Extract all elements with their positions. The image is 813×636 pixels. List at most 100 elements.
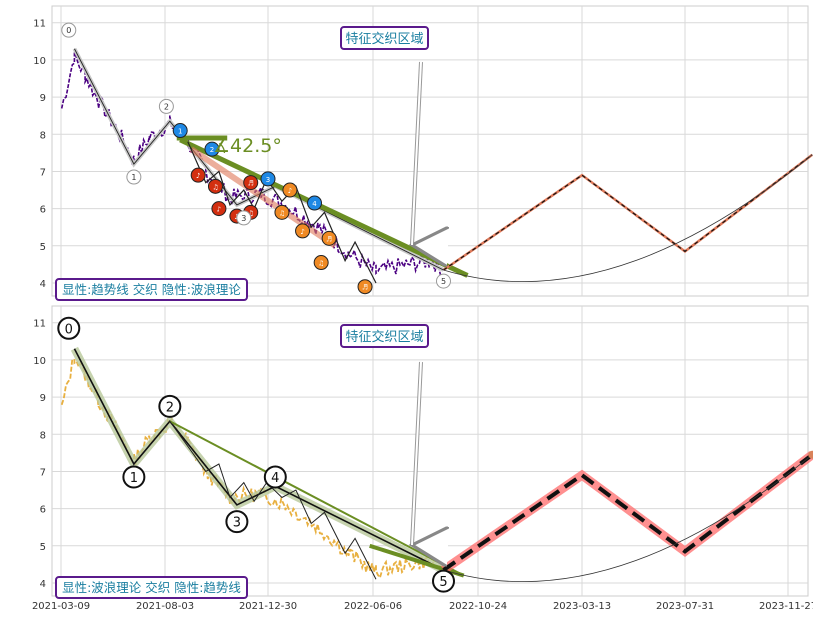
wave-badge-text: 2: [210, 146, 214, 154]
bottom-series: 0 1 2 3 4 5: [57, 316, 813, 593]
bottom-feature-box: 特征交织区域: [340, 324, 429, 348]
y-tick-label: 11: [33, 319, 46, 330]
angle-label: ∡42.5°: [213, 135, 282, 157]
wave-number-marker: [122, 465, 146, 489]
x-axis-tick-labels: 2021-03-09 2021-08-03 2021-12-30 2022-06-06…: [32, 601, 813, 612]
wave-badge-text: ♫: [318, 260, 324, 268]
wave-badge-text: 1: [178, 128, 182, 136]
wave-badge-icon: [211, 201, 227, 217]
wave-badge-text: ♬: [326, 235, 332, 243]
bottom-legend-box: 显性:波浪理论 交织 隐性:趋势线: [55, 576, 248, 599]
y-tick-label: 9: [40, 93, 46, 104]
wave-badge-icon: [307, 195, 323, 211]
wave-number-label: 1: [130, 471, 138, 486]
sub-wave-line: [187, 141, 377, 284]
sub-wave-line: [169, 420, 377, 580]
wave-number-label: 3: [233, 516, 241, 531]
end-marker: [808, 450, 813, 459]
wave-badge-icon: [243, 175, 259, 191]
wave-number-label: 5: [441, 277, 446, 286]
x-tick-label: 2023-11-27: [759, 601, 813, 612]
x-tick-label: 2023-03-13: [553, 601, 611, 612]
x-tick-label: 2022-10-24: [449, 601, 507, 612]
x-tick-label: 2021-03-09: [32, 601, 90, 612]
top-legend-text: 显性:趋势线 交织 隐性:波浪理论: [62, 282, 241, 297]
wave-number-marker: [57, 316, 81, 340]
wave-line: [73, 348, 444, 571]
top-feature-box-text: 特征交织区域: [345, 31, 423, 47]
wave-badge-text: ♬: [362, 284, 368, 292]
wave-badge-icon: [207, 178, 223, 194]
wave-badge-icon: [260, 171, 276, 187]
y-tick-label: 10: [33, 356, 46, 367]
wave-badge-icon: [190, 167, 206, 183]
wave-badge-icon: [282, 182, 298, 198]
wave-number-label: 2: [164, 102, 169, 111]
projection-dash: [443, 154, 813, 271]
x-tick-label: 2022-06-06: [344, 601, 402, 612]
wave-badge-icon: [274, 204, 290, 220]
wave-badge-icon: [357, 279, 373, 295]
y-tick-label: 6: [40, 505, 46, 516]
bottom-y-tick-labels: 4 5 6 7 8 9 10 11: [33, 319, 46, 590]
wave-number-label: 0: [66, 26, 71, 35]
wave-badge-text: ♫: [248, 209, 254, 217]
y-tick-label: 8: [40, 430, 46, 441]
y-tick-label: 5: [40, 242, 46, 253]
arc-line: [443, 454, 813, 583]
x-tick-label: 2021-12-30: [239, 601, 297, 612]
arc-line: [443, 154, 813, 283]
wave-number-marker: [158, 394, 182, 418]
y-tick-label: 7: [40, 167, 46, 178]
wave-number-label: 3: [241, 214, 246, 223]
wave-badge-text: ♪: [196, 172, 200, 180]
wave-number-marker: [236, 210, 252, 226]
wave-number-marker: [436, 273, 451, 289]
y-tick-label: 4: [40, 579, 46, 590]
wave-badge-text: ♫: [279, 209, 285, 217]
wave-number-label: 2: [166, 400, 174, 415]
wave-badge-text: ♫: [212, 183, 218, 191]
x-tick-label: 2021-08-03: [136, 601, 194, 612]
wave-badge-icon: [295, 223, 311, 239]
wave-number-label: 0: [65, 322, 73, 337]
wave-number-label: 5: [439, 575, 447, 590]
bottom-feature-box-text: 特征交织区域: [345, 329, 423, 345]
wave-number-marker: [126, 169, 142, 185]
y-tick-label: 4: [40, 279, 46, 290]
wave-badge-text: ♪: [288, 187, 292, 195]
y-tick-label: 10: [33, 56, 46, 67]
wave-badge-icon: [313, 255, 329, 271]
wave-number-marker: [432, 569, 455, 593]
x-tick-label: 2023-07-31: [656, 601, 714, 612]
wave-number-label: 4: [271, 471, 279, 486]
sub-trend-band: [189, 146, 337, 249]
y-tick-label: 11: [33, 19, 46, 30]
projection-dash: [442, 453, 813, 572]
wave-badge-icon: [172, 123, 188, 139]
wave-number-marker: [158, 98, 174, 114]
wave-badge-icon: [321, 230, 337, 246]
wave-badge-icon: [204, 141, 220, 157]
wave-number-marker: [61, 22, 77, 38]
wave-badge-text: 3: [266, 176, 270, 184]
wave-badge-text: 4: [312, 200, 317, 208]
wave-number-marker: [263, 465, 287, 489]
wave-number-label: 1: [131, 173, 136, 182]
wave-number-marker: [225, 510, 249, 534]
y-tick-label: 7: [40, 467, 46, 478]
top-feature-box: 特征交织区域: [340, 26, 429, 50]
y-tick-label: 8: [40, 130, 46, 141]
arrow-shaft: [411, 361, 422, 546]
wave-badge-text: ♪: [300, 228, 304, 236]
y-tick-label: 6: [40, 205, 46, 216]
y-tick-label: 5: [40, 542, 46, 553]
wave-badge-text: ♬: [248, 180, 254, 188]
top-legend-box: 显性:趋势线 交织 隐性:波浪理论: [55, 278, 248, 301]
top-y-tick-labels: 4 5 6 7 8 9 10 11: [33, 19, 46, 290]
wave-badge-text: ♪: [217, 206, 221, 214]
